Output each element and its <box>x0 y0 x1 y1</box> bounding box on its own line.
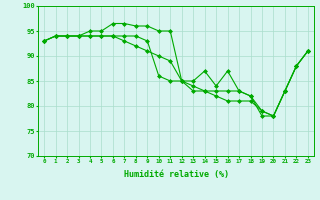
X-axis label: Humidité relative (%): Humidité relative (%) <box>124 170 228 179</box>
